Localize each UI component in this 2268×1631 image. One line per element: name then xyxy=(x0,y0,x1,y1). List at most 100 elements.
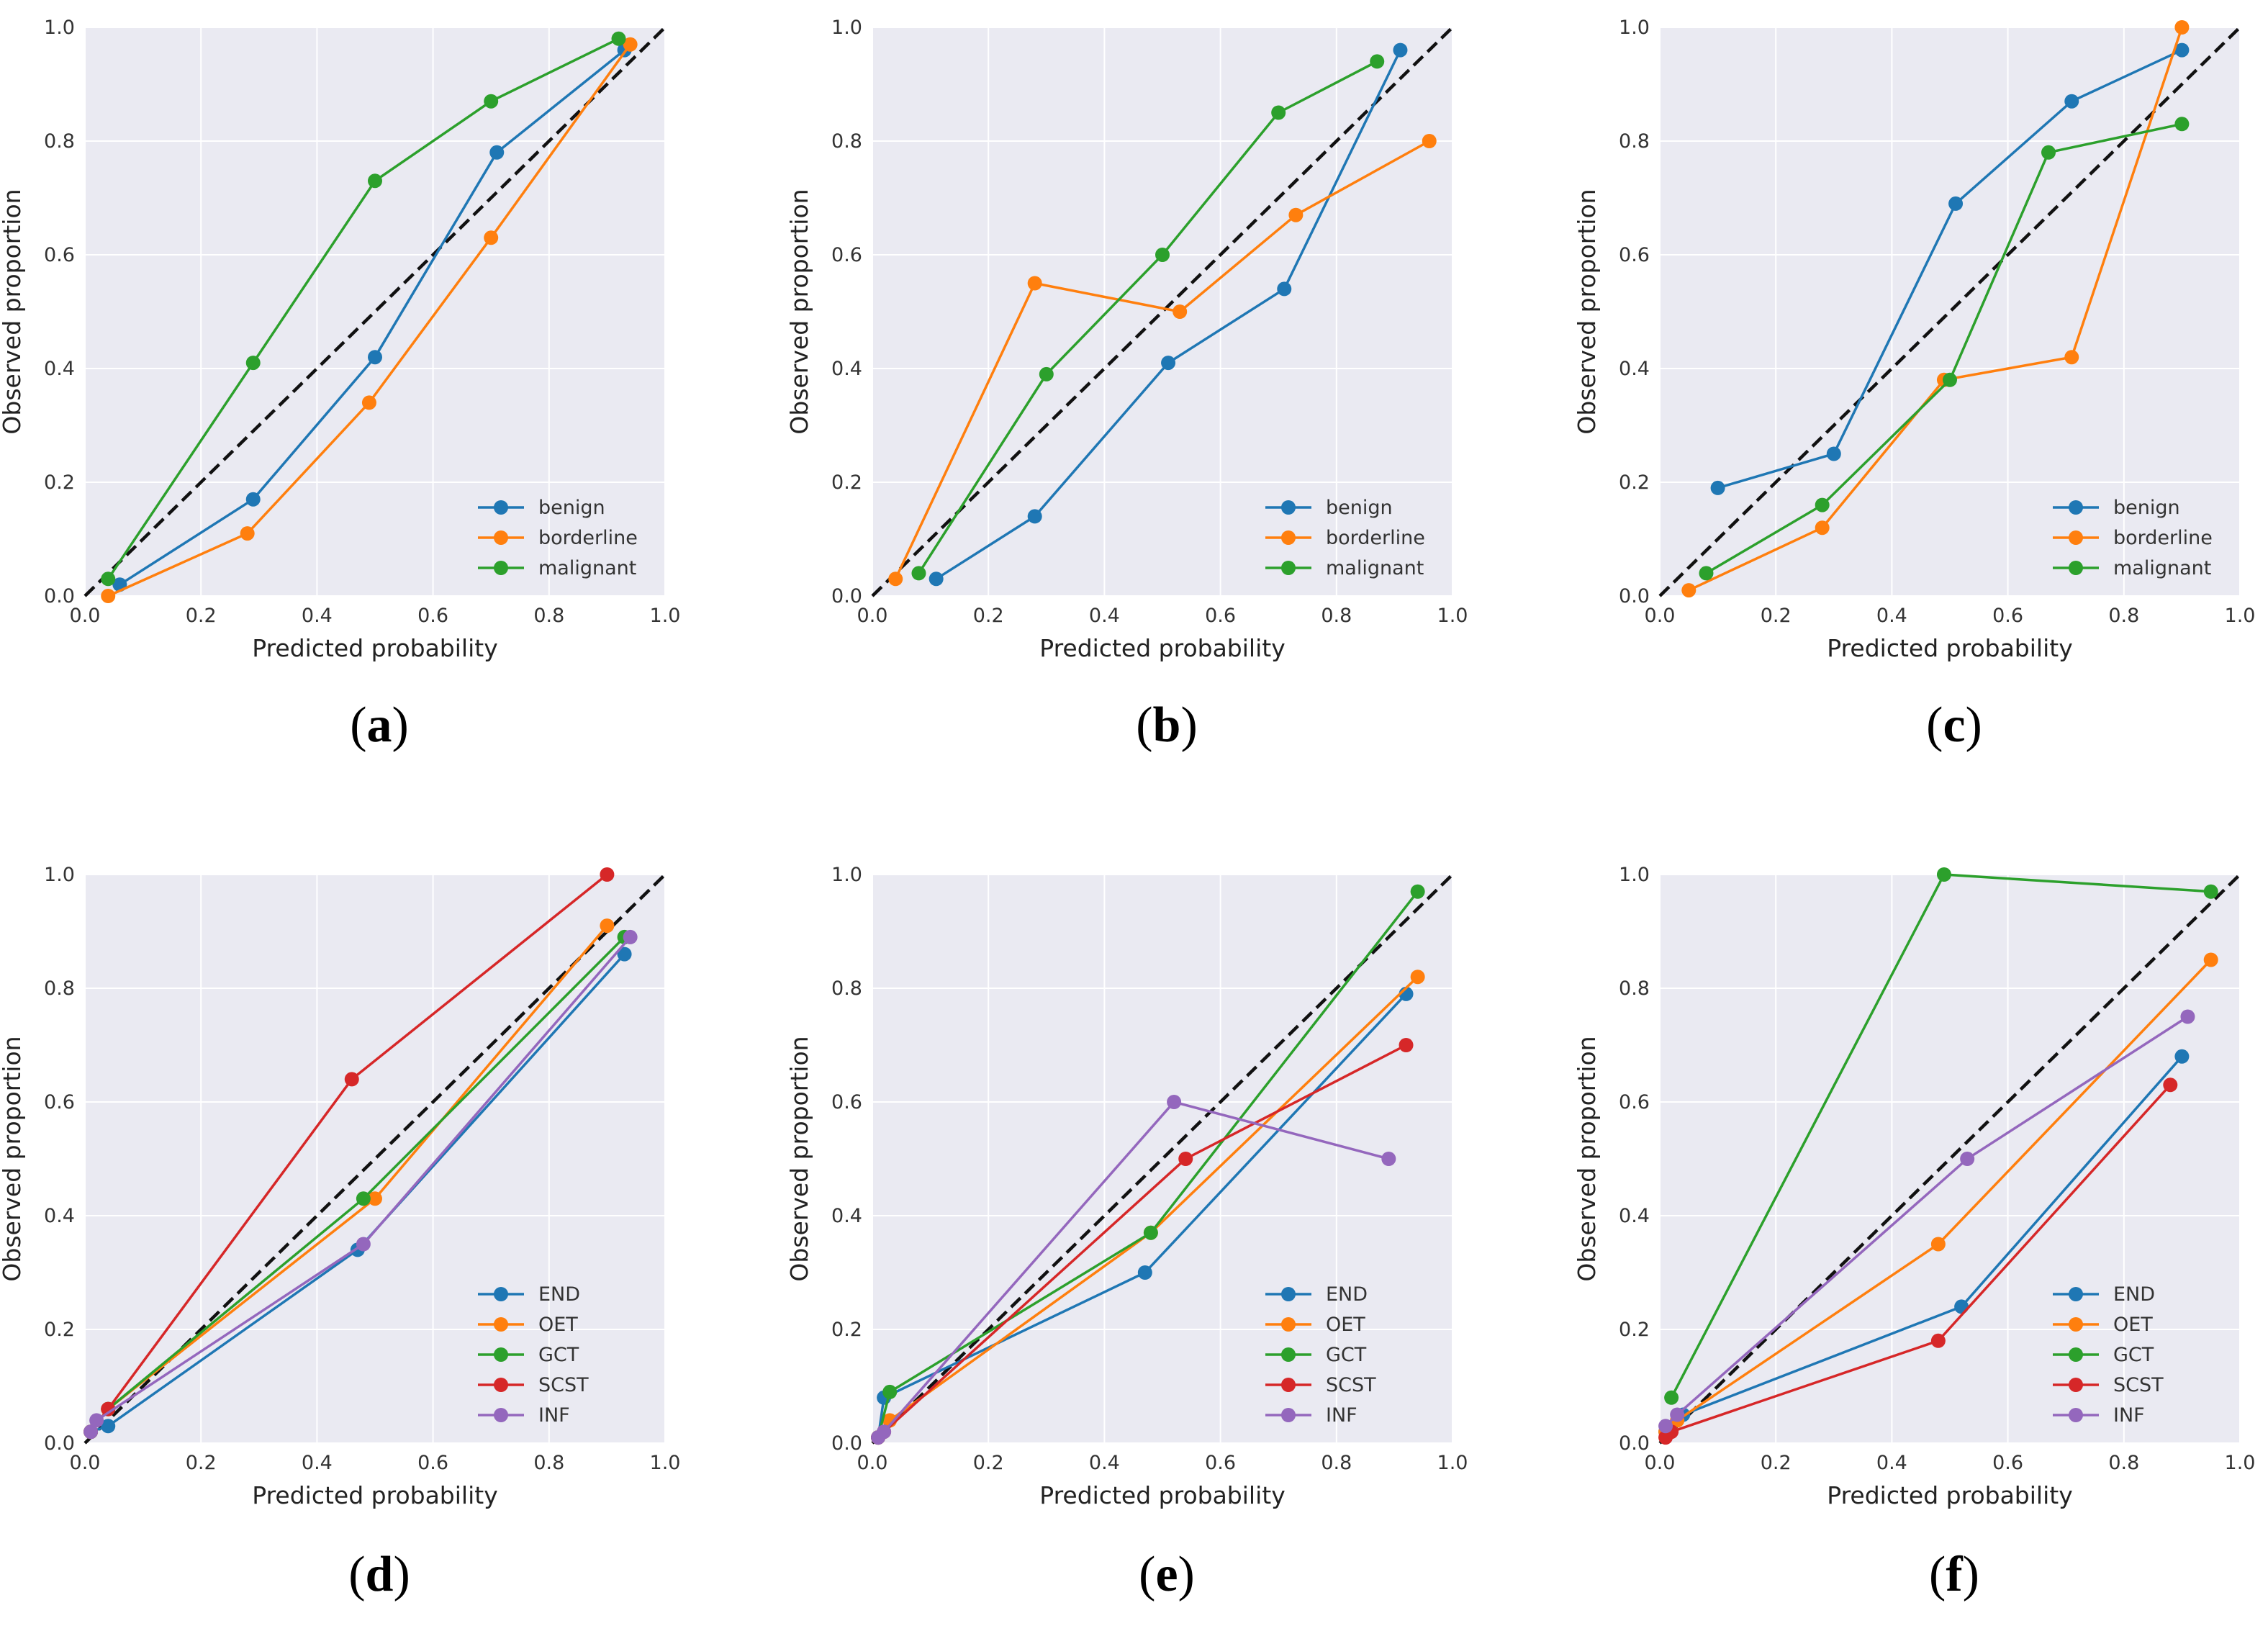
x-axis-label: Predicted probability xyxy=(1827,634,2072,662)
data-point-inf xyxy=(1658,1419,1673,1434)
plot-background xyxy=(872,27,1452,596)
legend-entry-scst: SCST xyxy=(1326,1374,1376,1396)
legend-entry-scst: SCST xyxy=(2113,1374,2164,1396)
y-axis-label: Observed proportion xyxy=(785,1036,813,1281)
legend-entry-oet: OET xyxy=(538,1314,578,1336)
data-point-scst xyxy=(344,1072,359,1087)
y-axis-label: Observed proportion xyxy=(1573,1036,1601,1281)
y-tick-label: 0.6 xyxy=(44,1091,75,1113)
data-point-scst xyxy=(2163,1077,2178,1093)
legend-entry-gct: GCT xyxy=(2113,1344,2154,1366)
data-point-malignant xyxy=(1699,566,1714,581)
data-point-benign xyxy=(1826,446,1841,461)
x-tick-label: 0.8 xyxy=(1321,1452,1352,1474)
legend: END OET GCT SCST INF xyxy=(1265,1283,1376,1427)
series-line-end xyxy=(877,993,1407,1438)
legend-entry-inf: INF xyxy=(538,1404,570,1427)
x-tick-label: 1.0 xyxy=(1437,1452,1468,1474)
x-tick-label: 0.6 xyxy=(1205,1452,1236,1474)
data-point-gct xyxy=(1143,1225,1158,1240)
x-tick-label: 0.8 xyxy=(533,605,564,627)
legend-entry-borderline: borderline xyxy=(1326,527,1425,549)
legend: END OET GCT SCST INF xyxy=(2053,1283,2164,1427)
x-tick-label: 0.0 xyxy=(857,605,888,627)
legend-swatch-marker xyxy=(1281,1378,1296,1392)
series-line-inf xyxy=(1664,1016,2189,1427)
legend: benign borderline malignant xyxy=(478,497,638,579)
x-tick-label: 0.0 xyxy=(70,1452,101,1474)
series-line-end xyxy=(90,953,625,1433)
y-tick-label: 0.0 xyxy=(44,1432,75,1455)
x-tick-label: 1.0 xyxy=(650,605,681,627)
y-tick-label: 1.0 xyxy=(1619,17,1650,39)
data-point-oet xyxy=(1410,970,1425,985)
legend-entry-benign: benign xyxy=(2113,497,2180,519)
data-point-malignant xyxy=(1155,248,1170,262)
data-point-scst xyxy=(1178,1152,1193,1166)
legend-swatch-marker xyxy=(1281,1287,1296,1301)
legend-entry-oet: OET xyxy=(2113,1314,2153,1336)
panel-label: (d) xyxy=(348,1547,410,1602)
x-tick-label: 1.0 xyxy=(650,1452,681,1474)
x-tick-label: 0.8 xyxy=(2108,605,2139,627)
data-point-malignant xyxy=(1943,372,1957,387)
data-point-scst xyxy=(1930,1333,1946,1348)
data-point-benign xyxy=(368,350,382,365)
data-point-malignant xyxy=(1271,105,1286,120)
x-tick-label: 0.8 xyxy=(1321,605,1352,627)
data-point-inf xyxy=(1381,1152,1396,1166)
data-point-inf xyxy=(1167,1095,1182,1109)
x-tick-label: 1.0 xyxy=(2225,1452,2256,1474)
y-tick-label: 1.0 xyxy=(831,17,862,39)
legend-swatch-marker xyxy=(494,530,508,545)
data-point-borderline xyxy=(2174,20,2190,35)
legend-entry-end: END xyxy=(538,1283,580,1306)
data-point-malignant xyxy=(245,356,261,371)
legend-swatch-marker xyxy=(2069,561,2083,575)
data-point-borderline xyxy=(2064,350,2079,365)
y-tick-label: 0.2 xyxy=(44,1319,75,1341)
data-point-gct xyxy=(356,1191,371,1206)
x-tick-label: 0.2 xyxy=(1761,1452,1792,1474)
data-point-borderline xyxy=(361,395,376,410)
y-tick-label: 0.0 xyxy=(831,1432,862,1455)
x-axis-label: Predicted probability xyxy=(1827,1481,2072,1509)
legend: END OET GCT SCST INF xyxy=(478,1283,589,1427)
x-tick-label: 0.6 xyxy=(1992,605,2023,627)
data-point-malignant xyxy=(1039,366,1054,381)
data-point-inf xyxy=(89,1413,104,1428)
y-tick-label: 0.0 xyxy=(831,585,862,607)
x-tick-label: 0.6 xyxy=(1205,605,1236,627)
y-tick-label: 0.6 xyxy=(831,244,862,266)
data-point-borderline xyxy=(888,571,903,587)
data-point-inf xyxy=(2180,1009,2195,1024)
x-tick-label: 0.0 xyxy=(857,1452,888,1474)
panel-label: (b) xyxy=(1136,697,1198,753)
data-point-borderline xyxy=(1173,304,1188,319)
chart-panel-f: 0.0 0.2 0.4 0.6 0.8 1.0 0.0 0.2 0.4 0.6 0.8 1.0 Pred… xyxy=(1573,864,2255,1602)
y-tick-label: 0.4 xyxy=(1619,358,1650,380)
y-tick-label: 0.8 xyxy=(44,977,75,1000)
y-tick-label: 0.4 xyxy=(831,358,862,380)
panel-label: (f) xyxy=(1929,1547,1979,1602)
y-tick-label: 0.6 xyxy=(831,1091,862,1113)
legend-entry-benign: benign xyxy=(538,497,605,519)
x-tick-label: 0.4 xyxy=(1876,1452,1907,1474)
data-point-inf xyxy=(877,1424,892,1440)
data-point-inf xyxy=(1960,1152,1975,1166)
data-point-gct xyxy=(882,1384,898,1399)
x-tick-label: 0.0 xyxy=(1645,1452,1676,1474)
y-tick-label: 0.8 xyxy=(831,130,862,153)
data-point-malignant xyxy=(1815,497,1830,512)
y-tick-label: 0.0 xyxy=(1619,585,1650,607)
data-point-inf xyxy=(1670,1407,1685,1422)
data-point-end xyxy=(101,1419,116,1434)
data-point-oet xyxy=(1930,1237,1946,1252)
data-point-benign xyxy=(1393,42,1408,58)
data-point-borderline xyxy=(1027,276,1042,291)
chart-panel-e: 0.0 0.2 0.4 0.6 0.8 1.0 0.0 0.2 0.4 0.6 0.8 1.0 Pred… xyxy=(785,864,1468,1602)
data-point-benign xyxy=(1027,509,1042,524)
data-point-oet xyxy=(2203,952,2218,967)
chart-panel-c: 0.0 0.2 0.4 0.6 0.8 1.0 0.0 0.2 0.4 0.6 0.8 1.0 Pred… xyxy=(1573,17,2255,753)
